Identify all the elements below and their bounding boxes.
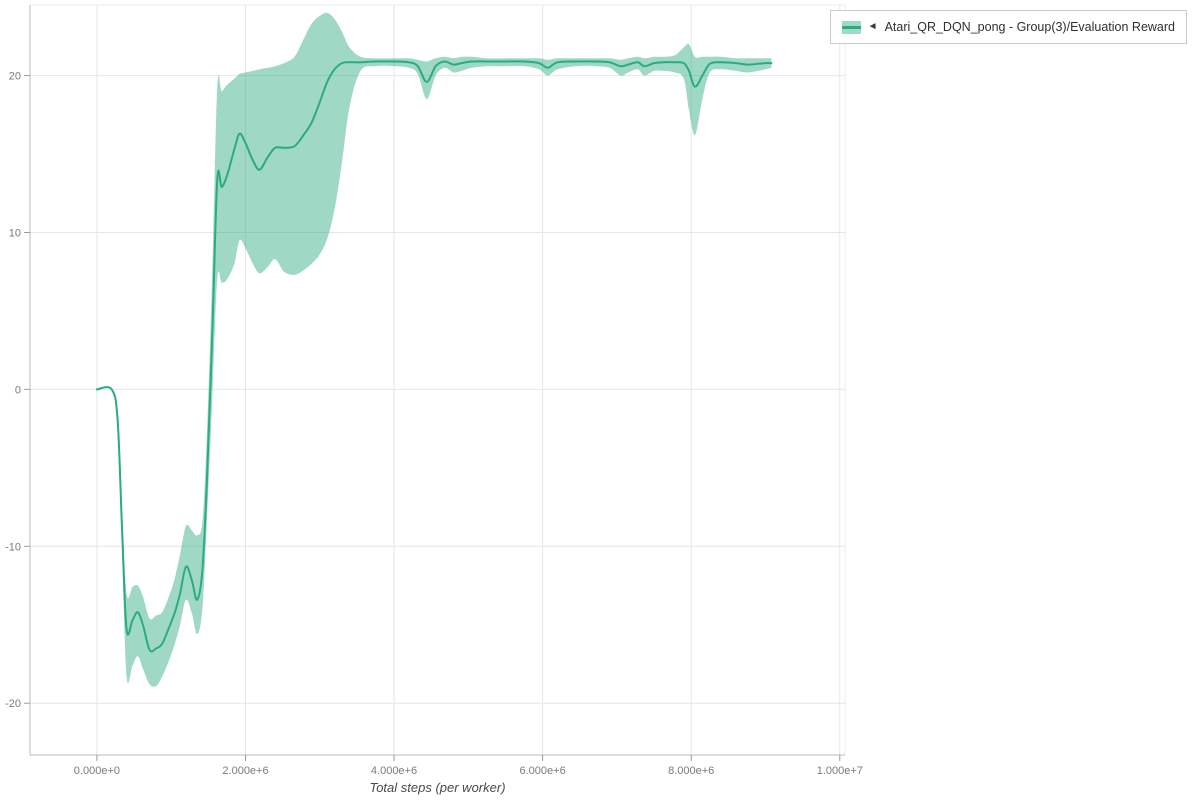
confidence-band: [96, 12, 772, 687]
y-tick-label: 10: [9, 228, 21, 240]
axis-ticks: [24, 75, 841, 761]
y-tick-label: 0: [15, 384, 21, 396]
y-tick-label: -20: [5, 698, 21, 710]
legend-series-swatch-icon: [841, 20, 861, 34]
x-tick-label: 8.000e+6: [668, 765, 714, 777]
y-tick-label: -10: [5, 541, 21, 553]
x-tick-label: 2.000e+6: [222, 765, 268, 777]
x-tick-label: 6.000e+6: [520, 765, 566, 777]
x-tick-label: 0.000e+0: [74, 765, 120, 777]
legend-label: Atari_QR_DQN_pong - Group(3)/Evaluation …: [884, 20, 1175, 34]
legend-item[interactable]: ◄ Atari_QR_DQN_pong - Group(3)/Evaluatio…: [829, 10, 1187, 44]
axis-tick-labels: 0.000e+0 2.000e+6 4.000e+6 6.000e+6 8.000e+6…: [5, 71, 863, 777]
x-tick-label: 4.000e+6: [371, 765, 417, 777]
gridlines: [30, 5, 845, 755]
x-axis-title: Total steps (per worker): [369, 780, 506, 795]
legend-series-line-icon: [841, 25, 861, 29]
series-line: [95, 60, 773, 653]
y-tick-label: 20: [9, 71, 21, 83]
legend-collapse-icon: ◄: [867, 21, 878, 32]
x-tick-label: 1.000e+7: [817, 765, 863, 777]
